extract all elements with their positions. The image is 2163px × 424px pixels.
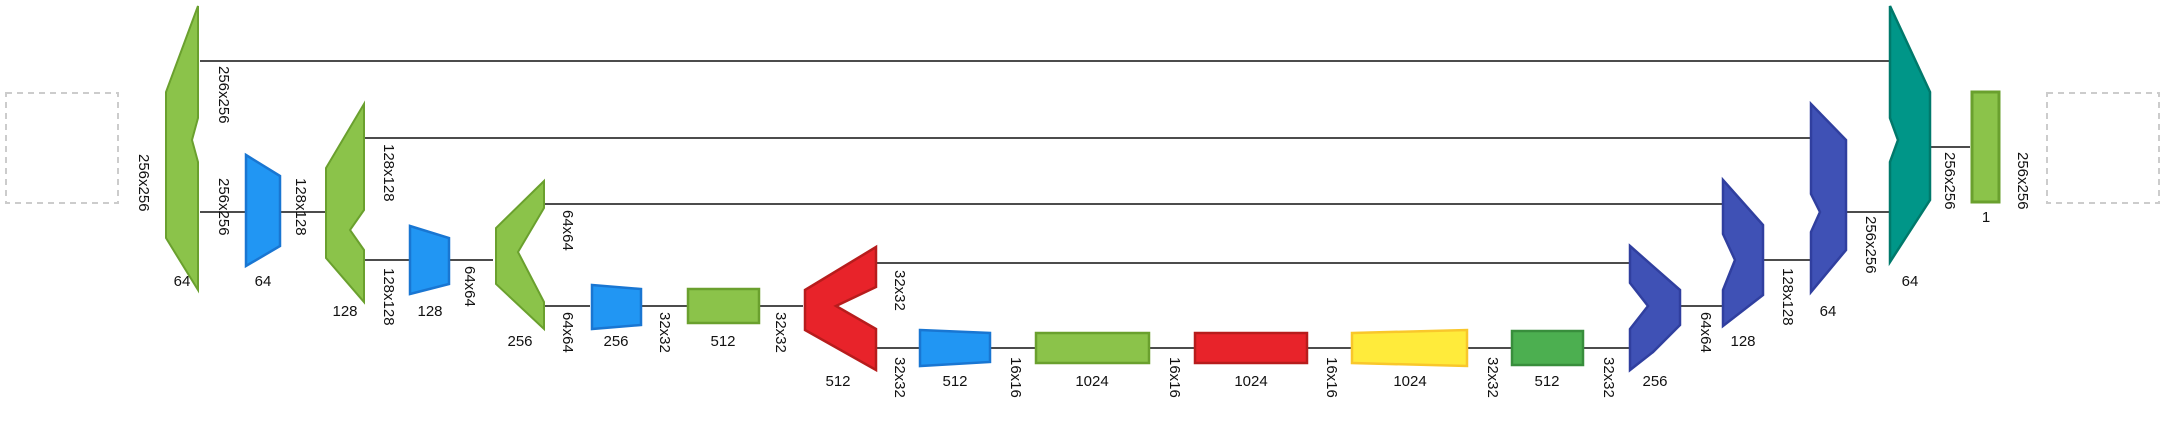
- bottleneck3-output-size: 32x32: [1484, 357, 1501, 398]
- encoder2-skip-size: 128x128: [380, 144, 397, 202]
- pool1-channels: 64: [255, 273, 272, 290]
- encoder3-output-size: 64x64: [559, 312, 576, 353]
- encoder2-channels: 128: [332, 303, 357, 320]
- decoder3-output-size: 64x64: [1697, 312, 1714, 353]
- pool2-channels: 128: [417, 303, 442, 320]
- bottleneck1-channels: 1024: [1075, 373, 1108, 390]
- encoder-block-3: [495, 178, 545, 332]
- encoder4-output-size: 32x32: [891, 357, 908, 398]
- decoder-block-2: [1721, 176, 1765, 329]
- encoder4-skip-size: 32x32: [891, 270, 908, 311]
- flow-connectors: [200, 146, 1970, 349]
- bottleneck2-channels: 1024: [1234, 373, 1267, 390]
- output-channels: 1: [1982, 209, 1990, 226]
- decoder3-channels: 256: [1642, 373, 1667, 390]
- bottleneck-block-1: [1034, 331, 1151, 365]
- labels: 256x256 256x256 64 256x256 64 128x128 12…: [135, 66, 2031, 398]
- pool4-channels: 512: [942, 373, 967, 390]
- pool-block-2: [408, 224, 451, 296]
- pool3-output-size: 32x32: [656, 312, 673, 353]
- pool4-output-size: 16x16: [1007, 357, 1024, 398]
- decoder2-channels: 128: [1730, 333, 1755, 350]
- decoder-conv-output-size: 32x32: [1600, 357, 1617, 398]
- conv512-channels: 512: [710, 333, 735, 350]
- decoder1-output-size: 256x256: [1862, 216, 1879, 274]
- encoder1-channels: 64: [174, 273, 191, 290]
- encoder-block-2: [325, 100, 365, 305]
- pool2-output-size: 64x64: [461, 266, 478, 307]
- input-image-placeholder: [5, 92, 119, 204]
- decoder-conv-block-512: [1510, 329, 1585, 367]
- pool-block-1: [244, 152, 282, 269]
- encoder1-output-size: 256x256: [215, 178, 232, 236]
- final-block: [1888, 5, 1932, 267]
- bottleneck2-output-size: 16x16: [1323, 357, 1340, 398]
- conv-block-512: [686, 287, 761, 325]
- pool1-output-size: 128x128: [292, 178, 309, 236]
- pool-block-3: [590, 283, 643, 331]
- final-output-size: 256x256: [1941, 152, 1958, 210]
- bottleneck1-output-size: 16x16: [1166, 357, 1183, 398]
- encoder-block-4: [803, 244, 878, 373]
- bottleneck-block-3: [1350, 328, 1469, 368]
- output-size: 256x256: [2014, 152, 2031, 210]
- pool-block-4: [918, 328, 992, 368]
- decoder-conv-channels: 512: [1534, 373, 1559, 390]
- decoder-block-3: [1628, 243, 1682, 373]
- output-block: [1970, 90, 2001, 204]
- final-channels: 64: [1902, 273, 1919, 290]
- pool3-channels: 256: [603, 333, 628, 350]
- encoder3-skip-size: 64x64: [559, 210, 576, 251]
- bottleneck3-channels: 1024: [1393, 373, 1426, 390]
- bottleneck-block-2: [1193, 331, 1309, 365]
- encoder3-channels: 256: [507, 333, 532, 350]
- decoder-block-1: [1809, 100, 1848, 296]
- decoder2-output-size: 128x128: [1779, 268, 1796, 326]
- decoder1-channels: 64: [1820, 303, 1837, 320]
- skip-connections: [200, 60, 1890, 264]
- encoder4-channels: 512: [825, 373, 850, 390]
- conv512-output-size: 32x32: [772, 312, 789, 353]
- output-image-placeholder: [2046, 92, 2160, 204]
- encoder1-input-size: 256x256: [215, 66, 232, 124]
- encoder-block-1: [165, 5, 199, 294]
- encoder1-side-size: 256x256: [135, 154, 152, 212]
- encoder2-output-size: 128x128: [380, 268, 397, 326]
